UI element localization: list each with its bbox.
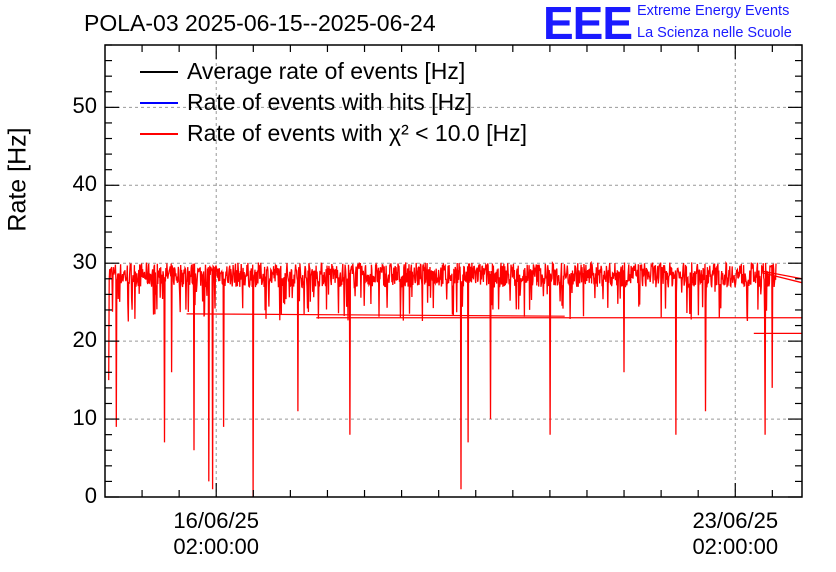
- legend-label: Rate of events with χ² < 10.0 [Hz]: [187, 120, 527, 146]
- x-tick-label: 16/06/25 02:00:00: [146, 508, 286, 560]
- legend-swatch: [140, 102, 178, 104]
- y-tick-label: 40: [72, 171, 97, 197]
- logo-subtitle-2: La Scienza nelle Scuole: [637, 25, 792, 41]
- eee-logo: EEE: [543, 0, 633, 49]
- chart-title: POLA-03 2025-06-15--2025-06-24: [84, 10, 436, 36]
- plot-frame: [104, 44, 803, 498]
- y-tick-label: 0: [84, 483, 97, 508]
- y-tick-label: 20: [72, 327, 97, 353]
- x-tick-label: 23/06/25 02:00:00: [665, 508, 805, 560]
- legend-label: Rate of events with hits [Hz]: [187, 89, 473, 115]
- legend-swatch: [140, 71, 178, 73]
- chi2-rate-trailing: [186, 313, 565, 317]
- x-tick-time: 02:00:00: [692, 534, 779, 559]
- legend-swatch: [140, 133, 178, 135]
- x-tick-time: 02:00:00: [173, 534, 260, 559]
- chi2-rate-trailing: [761, 270, 803, 280]
- x-tick-date: 16/06/25: [173, 508, 260, 533]
- logo-subtitle-1: Extreme Energy Events: [637, 3, 790, 19]
- y-tick-label: 10: [72, 405, 97, 431]
- chi2-rate-trailing: [761, 271, 803, 284]
- y-tick-label: 50: [72, 93, 97, 119]
- chi2-rate-series: [108, 260, 777, 498]
- x-tick-date: 23/06/25: [692, 508, 779, 533]
- y-tick-label: 30: [72, 249, 97, 275]
- legend-label: Average rate of events [Hz]: [187, 58, 466, 84]
- y-axis-label: Rate [Hz]: [3, 127, 32, 232]
